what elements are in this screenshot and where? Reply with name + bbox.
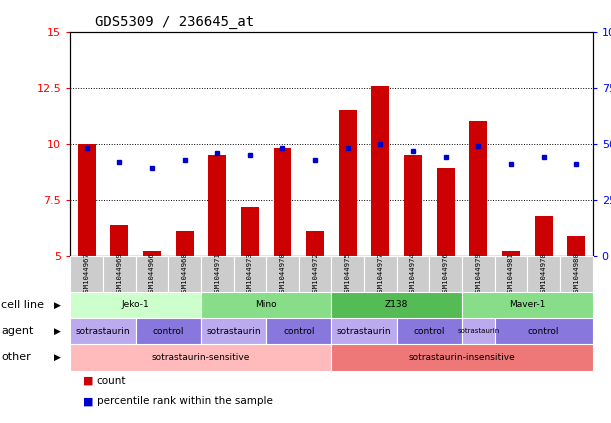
Bar [437,168,455,256]
Bar [397,318,462,344]
Text: GSM1044971: GSM1044971 [214,252,220,296]
Text: count: count [97,376,126,386]
Bar [266,256,299,292]
Text: GSM1044970: GSM1044970 [279,252,285,296]
Bar [241,206,259,256]
Bar [103,256,136,292]
Bar [168,256,201,292]
Bar [404,155,422,256]
Text: control: control [283,327,315,336]
Text: GSM1044968: GSM1044968 [181,252,188,296]
Text: GSM1044974: GSM1044974 [410,252,416,296]
Bar [568,236,585,256]
Bar [274,148,291,256]
Text: GSM1044977: GSM1044977 [378,252,384,296]
Text: sotrastaurin: sotrastaurin [457,328,500,334]
Bar [70,318,136,344]
Bar [462,256,495,292]
Bar [201,256,233,292]
Bar [527,256,560,292]
Bar [331,318,397,344]
Bar [70,256,103,292]
Bar [560,256,593,292]
Text: sotrastaurin-sensitive: sotrastaurin-sensitive [152,353,250,362]
Bar [70,292,201,318]
Bar [143,251,161,256]
Bar [430,256,462,292]
Text: ■: ■ [82,396,93,407]
Text: other: other [1,352,31,363]
Text: GSM1044966: GSM1044966 [149,252,155,296]
Bar [201,318,266,344]
Text: GSM1044972: GSM1044972 [312,252,318,296]
Text: GSM1044967: GSM1044967 [84,252,90,296]
Text: control: control [414,327,445,336]
Text: Mino: Mino [255,300,277,310]
Text: Jeko-1: Jeko-1 [122,300,150,310]
Text: GDS5309 / 236645_at: GDS5309 / 236645_at [95,15,254,29]
Text: control: control [153,327,184,336]
Bar [201,292,331,318]
Bar [299,256,331,292]
Text: GSM1044978: GSM1044978 [541,252,547,296]
Text: ■: ■ [82,376,93,386]
Text: sotrastaurin: sotrastaurin [76,327,130,336]
Bar [306,231,324,256]
Text: control: control [528,327,560,336]
Bar [371,85,389,256]
Bar [495,318,593,344]
Text: Z138: Z138 [385,300,409,310]
Text: ▶: ▶ [54,353,61,362]
Bar [339,110,357,256]
Bar [535,216,553,256]
Text: ▶: ▶ [54,327,61,336]
Text: GSM1044975: GSM1044975 [345,252,351,296]
Text: GSM1044979: GSM1044979 [475,252,481,296]
Text: Maver-1: Maver-1 [509,300,546,310]
Bar [462,318,495,344]
Bar [469,121,488,256]
Text: GSM1044981: GSM1044981 [508,252,514,296]
Bar [364,256,397,292]
Text: percentile rank within the sample: percentile rank within the sample [97,396,273,407]
Bar [331,256,364,292]
Bar [462,292,593,318]
Bar [78,144,95,256]
Bar [331,344,593,371]
Text: sotrastaurin: sotrastaurin [337,327,392,336]
Text: sotrastaurin: sotrastaurin [206,327,261,336]
Bar [495,256,527,292]
Bar [233,256,266,292]
Text: sotrastaurin-insensitive: sotrastaurin-insensitive [409,353,516,362]
Bar [502,251,520,256]
Bar [136,318,201,344]
Text: GSM1044969: GSM1044969 [116,252,122,296]
Text: GSM1044976: GSM1044976 [443,252,448,296]
Bar [110,225,128,256]
Bar [208,155,226,256]
Text: cell line: cell line [1,300,44,310]
Text: ▶: ▶ [54,300,61,310]
Bar [331,292,462,318]
Bar [266,318,331,344]
Text: GSM1044980: GSM1044980 [573,252,579,296]
Bar [175,231,194,256]
Bar [397,256,430,292]
Bar [70,344,331,371]
Text: agent: agent [1,326,34,336]
Bar [136,256,168,292]
Text: GSM1044973: GSM1044973 [247,252,253,296]
